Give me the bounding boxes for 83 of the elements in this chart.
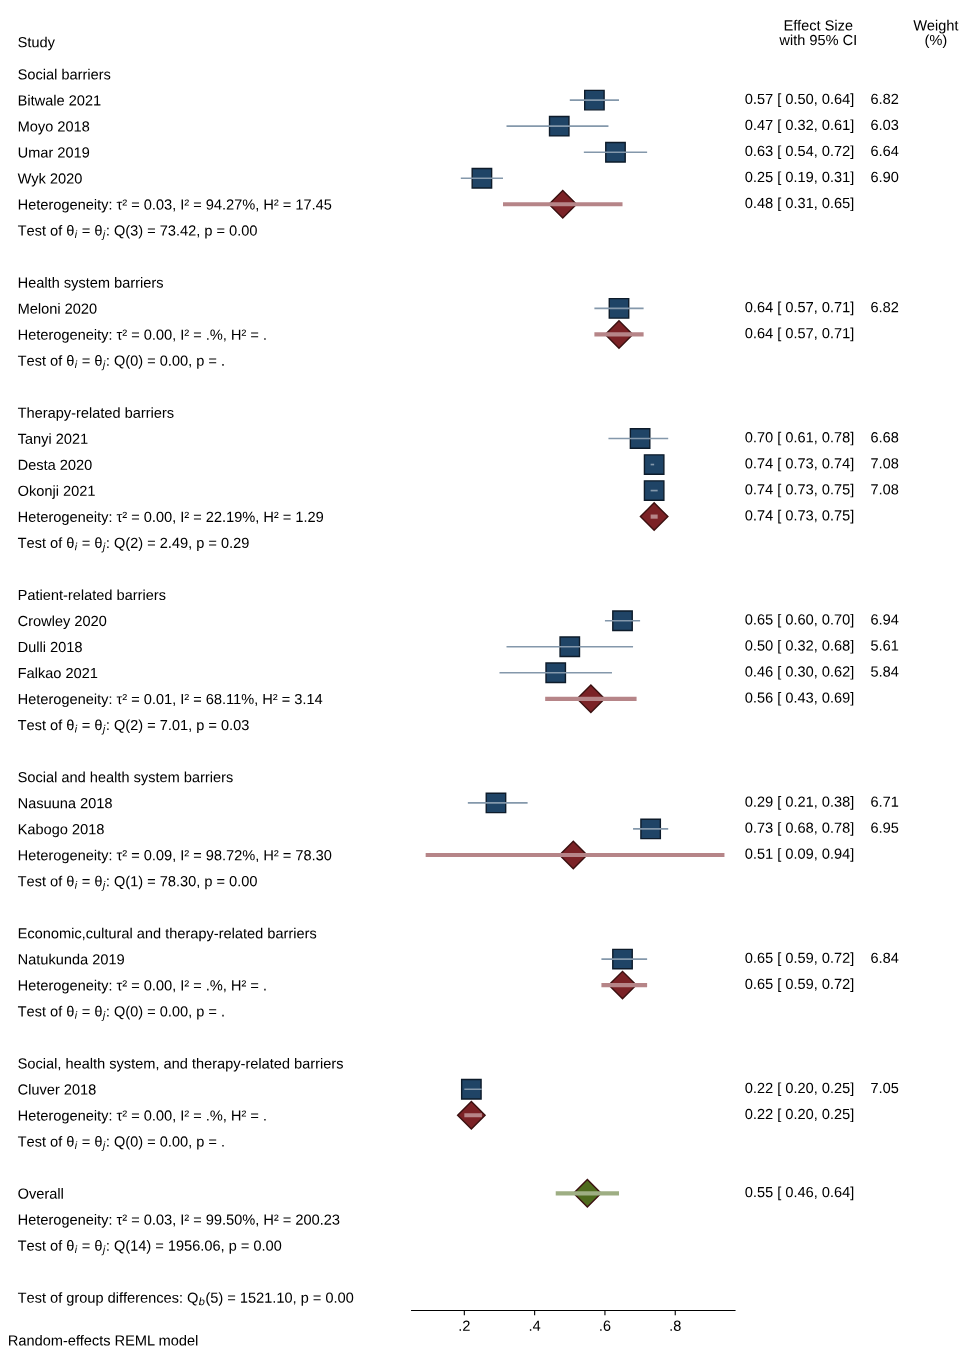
- y-tick-label: Social, health system, and therapy-related barriers: [18, 1057, 343, 1072]
- y-tick-label: Overall: [18, 1188, 63, 1199]
- data-label: 0.65 [ 0.59, 0.72]: [745, 978, 854, 992]
- data-label: 0.55 [ 0.46, 0.64]: [745, 1186, 854, 1201]
- y-axis-title: Study: [18, 36, 55, 51]
- y-tick-label: Cluver 2018: [18, 1083, 96, 1095]
- data-label: 0.47 [ 0.32, 0.61] 6.03: [745, 119, 899, 133]
- data-label: 0.63 [ 0.54, 0.72] 6.64: [745, 145, 899, 160]
- y-tick-label: Moyo 2018: [18, 121, 90, 135]
- y-tick-label: Test of θ$_{i}$ = θ$_{j}$: Q(3) = 73.42, p = 0.00: [17, 224, 257, 241]
- point: [583, 89, 605, 111]
- text: Effect Size with 95% CI: [779, 19, 856, 46]
- y-tick-label: Umar 2019: [18, 147, 90, 158]
- y-tick-label: Test of group differences: Q$_{b}$(5) = 1521.10, p = 0.00: [17, 1292, 354, 1306]
- y-tick-label: Test of θ$_{i}$ = θ$_{j}$: Q(2) = 7.01, p = 0.03: [17, 719, 249, 735]
- point: [471, 167, 493, 189]
- y-tick-label: Heterogeneity: τ² = 0.01, I² = 68.11%, H² = 3.14: [18, 693, 323, 708]
- data-label: 0.74 [ 0.73, 0.74] 7.08: [745, 457, 899, 472]
- y-tick-label: Bitwale 2021: [18, 94, 101, 106]
- y-tick-label: Falkao 2021: [18, 667, 98, 679]
- point: [643, 454, 665, 475]
- y-tick-label: Crowley 2020: [18, 615, 107, 630]
- y-tick-label: Heterogeneity: τ² = 0.00, I² = .%, H² = .: [18, 329, 266, 343]
- data-label: 0.22 [ 0.20, 0.25]: [745, 1108, 854, 1123]
- data-label: 0.70 [ 0.61, 0.78] 6.68: [745, 431, 899, 446]
- x-tick-label: .8: [670, 1320, 681, 1331]
- y-tick-label: Tanyi 2021: [17, 433, 88, 447]
- data-label: 0.50 [ 0.32, 0.68] 5.61: [745, 639, 899, 654]
- data-label: 0.51 [ 0.09, 0.94]: [745, 848, 854, 862]
- point: [639, 502, 669, 532]
- y-tick-label: Meloni 2020: [18, 303, 97, 314]
- x-tick-label: .2: [459, 1320, 470, 1331]
- y-tick-label: Kabogo 2018: [18, 823, 104, 838]
- y-tick-label: Heterogeneity: τ² = 0.00, I² = .%, H² = .: [18, 979, 266, 994]
- y-tick-label: Heterogeneity: τ² = 0.03, I² = 94.27%, H² = 17.45: [18, 198, 332, 213]
- y-tick-label: Test of θ$_{i}$ = θ$_{j}$: Q(2) = 2.49, p = 0.29: [17, 537, 249, 553]
- y-tick-label: Heterogeneity: τ² = 0.03, I² = 99.50%, H² = 200.23: [18, 1214, 340, 1228]
- text: Weight (%): [913, 19, 959, 49]
- data-label: 0.22 [ 0.20, 0.25] 7.05: [745, 1082, 899, 1097]
- y-tick-label: Social and health system barriers: [18, 771, 233, 786]
- y-tick-label: Test of θ$_{i}$ = θ$_{j}$: Q(0) = 0.00, p = .: [17, 355, 224, 371]
- y-tick-label: Social barriers: [18, 68, 111, 80]
- point: [608, 297, 630, 319]
- data-label: 0.64 [ 0.57, 0.71]: [745, 327, 854, 342]
- x-tick-label: .6: [600, 1320, 611, 1331]
- text: Random-effects REML model: [9, 1334, 198, 1346]
- point: [460, 1078, 482, 1100]
- y-tick-label: Desta 2020: [18, 459, 92, 470]
- y-tick-label: Test of θ$_{i}$ = θ$_{j}$: Q(0) = 0.00, p = .: [17, 1135, 224, 1152]
- point: [612, 610, 633, 632]
- y-tick-label: Natukunda 2019: [18, 953, 124, 965]
- y-tick-label: Economic,cultural and therapy-related barriers: [18, 927, 317, 942]
- point: [548, 115, 570, 137]
- y-tick-label: Heterogeneity: τ² = 0.00, I² = .%, H² = .: [18, 1109, 266, 1124]
- y-tick-label: Therapy-related barriers: [17, 407, 174, 421]
- y-tick-label: Test of θ$_{i}$ = θ$_{j}$: Q(0) = 0.00, p = .: [17, 1005, 224, 1021]
- point: [629, 428, 651, 449]
- data-label: 0.64 [ 0.57, 0.71] 6.82: [745, 301, 899, 316]
- data-label: 0.65 [ 0.60, 0.70] 6.94: [745, 613, 899, 628]
- y-tick-label: Test of θ$_{i}$ = θ$_{j}$: Q(1) = 78.30, p = 0.00: [17, 875, 257, 891]
- data-label: 0.56 [ 0.43, 0.69]: [745, 692, 854, 706]
- y-tick-label: Test of θ$_{i}$ = θ$_{j}$: Q(14) = 1956.06, p = 0.00: [17, 1240, 282, 1256]
- point: [605, 141, 626, 163]
- y-tick-label: Heterogeneity: τ² = 0.00, I² = 22.19%, H² = 1.29: [18, 511, 324, 525]
- data-label: 0.25 [ 0.19, 0.31] 6.90: [745, 171, 899, 186]
- data-label: 0.65 [ 0.59, 0.72] 6.84: [745, 952, 899, 966]
- x-tick-label: .4: [529, 1320, 541, 1331]
- data-label: 0.48 [ 0.31, 0.65]: [745, 197, 854, 212]
- y-tick-label: Patient-related barriers: [18, 589, 166, 601]
- point: [643, 480, 665, 501]
- y-tick-label: Nasuuna 2018: [18, 798, 112, 809]
- data-label: 0.46 [ 0.30, 0.62] 5.84: [745, 665, 899, 680]
- y-tick-label: Wyk 2020: [17, 172, 82, 187]
- data-label: 0.29 [ 0.21, 0.38] 6.71: [745, 796, 899, 810]
- point: [612, 948, 633, 970]
- y-tick-label: Health system barriers: [18, 277, 163, 291]
- data-label: 0.74 [ 0.73, 0.75]: [745, 509, 854, 524]
- data-label: 0.57 [ 0.50, 0.64] 6.82: [745, 93, 899, 107]
- y-tick-label: Okonji 2021: [18, 485, 95, 499]
- y-tick-label: Heterogeneity: τ² = 0.09, I² = 98.72%, H² = 78.30: [18, 849, 332, 864]
- data-label: 0.74 [ 0.73, 0.75] 7.08: [745, 483, 899, 498]
- y-tick-label: Dulli 2018: [18, 641, 82, 653]
- data-label: 0.73 [ 0.68, 0.78] 6.95: [745, 822, 899, 836]
